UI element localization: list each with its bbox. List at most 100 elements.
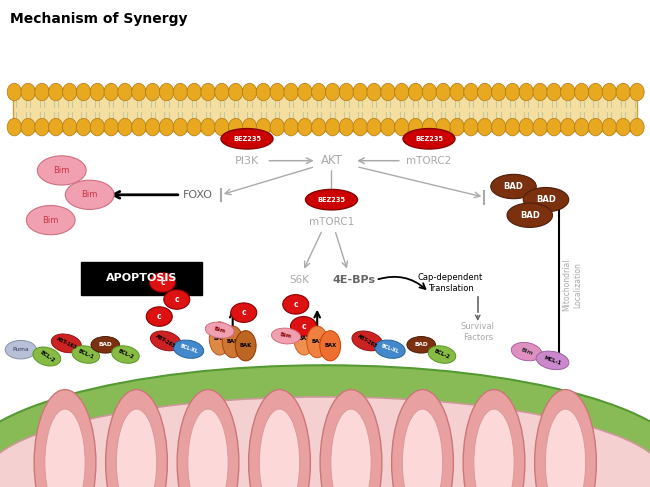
Ellipse shape	[201, 83, 215, 101]
Ellipse shape	[407, 337, 436, 353]
Ellipse shape	[222, 326, 243, 357]
Text: c: c	[241, 308, 246, 317]
Ellipse shape	[62, 83, 77, 101]
Ellipse shape	[0, 365, 650, 487]
Ellipse shape	[616, 83, 630, 101]
Text: ABT-163: ABT-163	[55, 337, 77, 350]
Ellipse shape	[187, 118, 202, 136]
Ellipse shape	[187, 83, 202, 101]
Ellipse shape	[150, 331, 181, 351]
Ellipse shape	[523, 187, 569, 212]
Circle shape	[146, 307, 172, 326]
Ellipse shape	[326, 118, 340, 136]
Ellipse shape	[339, 118, 354, 136]
Ellipse shape	[491, 83, 506, 101]
FancyBboxPatch shape	[81, 262, 202, 295]
Ellipse shape	[547, 83, 561, 101]
Ellipse shape	[104, 118, 118, 136]
Text: c: c	[157, 312, 162, 321]
Ellipse shape	[49, 118, 63, 136]
Ellipse shape	[146, 83, 160, 101]
Text: Bim: Bim	[42, 216, 59, 225]
Ellipse shape	[478, 83, 492, 101]
Ellipse shape	[118, 118, 132, 136]
Ellipse shape	[214, 118, 229, 136]
Ellipse shape	[76, 118, 90, 136]
Ellipse shape	[45, 409, 85, 487]
Ellipse shape	[367, 118, 382, 136]
Ellipse shape	[284, 118, 298, 136]
Ellipse shape	[630, 83, 644, 101]
Ellipse shape	[507, 203, 552, 227]
Text: S6K: S6K	[289, 275, 309, 285]
Ellipse shape	[104, 83, 118, 101]
Circle shape	[164, 290, 190, 309]
Ellipse shape	[408, 83, 422, 101]
Ellipse shape	[209, 322, 230, 355]
Ellipse shape	[353, 83, 367, 101]
Text: AKT: AKT	[320, 154, 343, 167]
Ellipse shape	[62, 118, 77, 136]
Text: BAK: BAK	[214, 336, 226, 341]
Ellipse shape	[602, 83, 616, 101]
Ellipse shape	[298, 83, 312, 101]
Text: ABT-263: ABT-263	[155, 333, 177, 349]
Ellipse shape	[403, 129, 455, 149]
Ellipse shape	[270, 118, 284, 136]
FancyBboxPatch shape	[13, 88, 637, 131]
Ellipse shape	[229, 118, 243, 136]
Ellipse shape	[146, 118, 160, 136]
Ellipse shape	[402, 409, 443, 487]
Ellipse shape	[76, 83, 90, 101]
Ellipse shape	[38, 156, 86, 185]
Ellipse shape	[463, 390, 525, 487]
Ellipse shape	[118, 83, 132, 101]
Ellipse shape	[294, 322, 315, 355]
Text: FOXO: FOXO	[183, 190, 213, 200]
Ellipse shape	[112, 346, 139, 363]
Ellipse shape	[173, 118, 187, 136]
Text: BAK: BAK	[240, 343, 252, 348]
Ellipse shape	[7, 83, 21, 101]
Ellipse shape	[173, 83, 187, 101]
Ellipse shape	[450, 118, 464, 136]
Text: BAD: BAD	[415, 342, 428, 347]
Ellipse shape	[375, 340, 405, 358]
Ellipse shape	[464, 118, 478, 136]
Text: c: c	[293, 300, 298, 309]
Ellipse shape	[474, 409, 514, 487]
Text: BEZ235: BEZ235	[317, 197, 346, 203]
Ellipse shape	[320, 390, 382, 487]
Text: BAX: BAX	[311, 339, 323, 344]
Ellipse shape	[353, 118, 367, 136]
Ellipse shape	[256, 83, 270, 101]
Ellipse shape	[395, 83, 409, 101]
Ellipse shape	[34, 390, 96, 487]
Ellipse shape	[352, 331, 383, 351]
Ellipse shape	[311, 83, 326, 101]
Text: Bim: Bim	[53, 166, 70, 175]
Ellipse shape	[561, 83, 575, 101]
Ellipse shape	[116, 409, 157, 487]
Ellipse shape	[235, 331, 256, 361]
Ellipse shape	[533, 83, 547, 101]
Ellipse shape	[284, 83, 298, 101]
Ellipse shape	[65, 180, 114, 209]
Ellipse shape	[395, 118, 409, 136]
Ellipse shape	[491, 118, 506, 136]
Ellipse shape	[7, 118, 21, 136]
Ellipse shape	[35, 118, 49, 136]
Ellipse shape	[588, 118, 603, 136]
Text: BCL-2: BCL-2	[434, 349, 450, 360]
Text: BAK: BAK	[227, 339, 239, 344]
Text: BAD: BAD	[99, 342, 112, 347]
Text: BAX: BAX	[324, 343, 336, 348]
Text: BCL-2: BCL-2	[117, 349, 134, 360]
Circle shape	[291, 317, 317, 336]
Ellipse shape	[90, 118, 105, 136]
Text: Bim: Bim	[520, 347, 533, 356]
Ellipse shape	[33, 347, 60, 366]
Text: APOPTOSIS: APOPTOSIS	[106, 273, 177, 283]
Text: Mitochondrial
Localization: Mitochondrial Localization	[562, 259, 582, 311]
Ellipse shape	[505, 83, 519, 101]
